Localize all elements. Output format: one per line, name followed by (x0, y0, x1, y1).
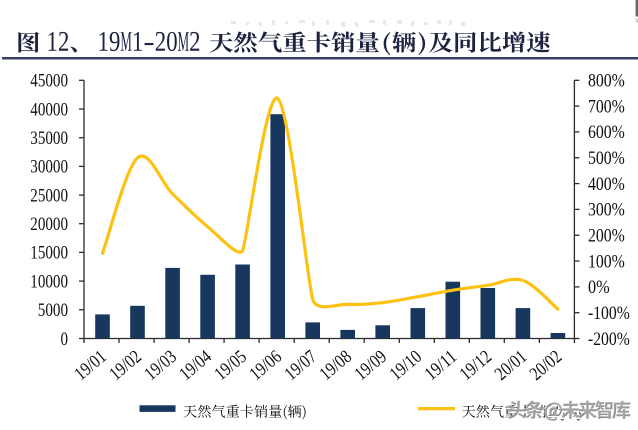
svg-text:10000: 10000 (30, 271, 68, 292)
svg-text:400%: 400% (588, 174, 625, 195)
svg-text:-200%: -200% (588, 329, 630, 350)
svg-text:45000: 45000 (30, 71, 68, 92)
svg-text:300%: 300% (588, 200, 625, 221)
svg-text:25000: 25000 (30, 185, 68, 206)
svg-text:35000: 35000 (30, 128, 68, 149)
svg-text:0: 0 (61, 329, 69, 350)
svg-text:15000: 15000 (30, 243, 68, 264)
svg-text:800%: 800% (588, 71, 625, 92)
svg-text:0%: 0% (588, 277, 610, 298)
svg-text:30000: 30000 (30, 157, 68, 178)
svg-text:5000: 5000 (38, 300, 68, 321)
svg-text:700%: 700% (588, 96, 625, 117)
svg-text:40000: 40000 (30, 99, 68, 120)
svg-text:100%: 100% (588, 251, 625, 272)
svg-text:500%: 500% (588, 148, 625, 169)
svg-text:600%: 600% (588, 122, 625, 143)
svg-text:20000: 20000 (30, 214, 68, 235)
svg-text:-100%: -100% (588, 303, 630, 324)
svg-text:200%: 200% (588, 226, 625, 247)
